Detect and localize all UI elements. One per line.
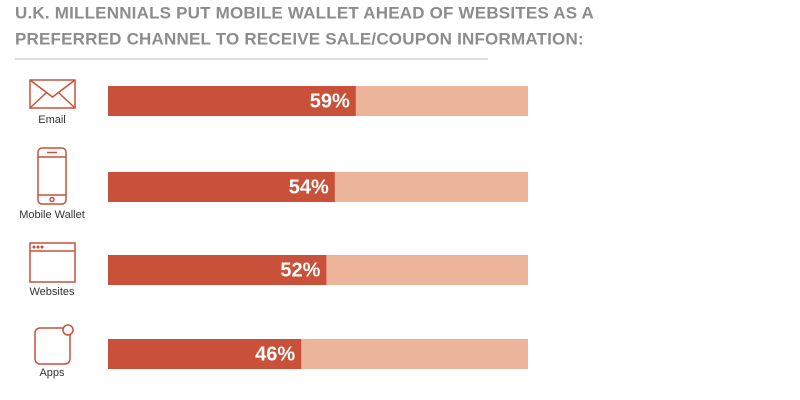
bar <box>108 255 327 285</box>
apps-icon <box>34 324 74 365</box>
category-label: Apps <box>39 367 65 379</box>
category-label: Mobile Wallet <box>19 209 85 221</box>
value-label: 59% <box>310 90 350 112</box>
email-icon <box>29 79 76 109</box>
websites-icon <box>29 242 76 283</box>
value-label: 52% <box>280 259 320 281</box>
value-label: 54% <box>289 176 329 198</box>
value-label: 46% <box>255 343 295 365</box>
chart-title: U.K. MILLENNIALS PUT MOBILE WALLET AHEAD… <box>15 3 594 22</box>
chart-title: PREFERRED CHANNEL TO RECEIVE SALE/COUPON… <box>15 29 584 48</box>
category-label: Websites <box>29 286 75 298</box>
mobile-wallet-icon <box>37 147 67 205</box>
bar <box>108 172 335 202</box>
bar <box>108 86 356 116</box>
bar <box>108 339 302 369</box>
category-label: Email <box>38 114 66 126</box>
